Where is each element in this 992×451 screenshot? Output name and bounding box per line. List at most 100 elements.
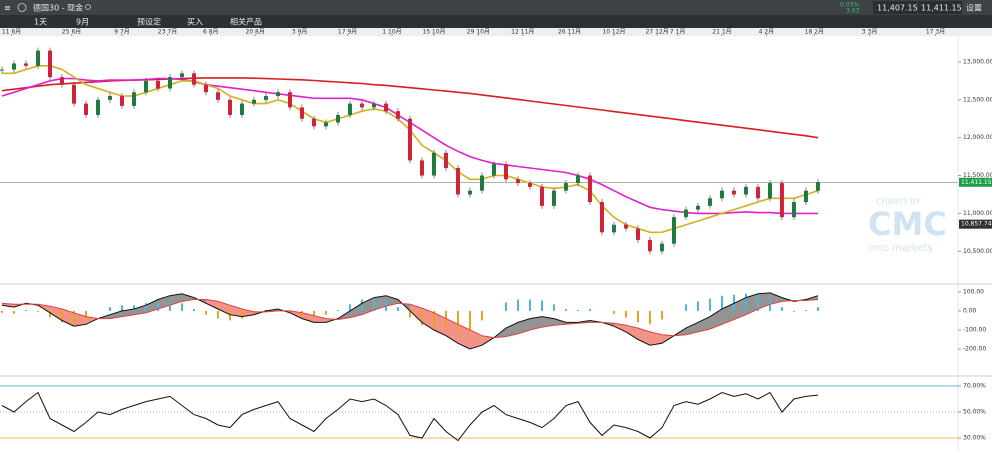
toolbar <box>0 15 992 28</box>
candle <box>71 84 76 104</box>
candle <box>179 73 184 78</box>
histogram-bar <box>132 305 135 311</box>
macd-fill <box>133 305 146 315</box>
toolbar-item[interactable]: 相关产品 <box>230 17 262 27</box>
candle <box>407 118 412 161</box>
candle <box>0 69 5 71</box>
histogram-bar <box>756 295 759 311</box>
candle <box>119 96 124 106</box>
info-icon[interactable] <box>17 3 27 12</box>
histogram-bar <box>564 309 567 311</box>
candle <box>539 186 544 206</box>
histogram-bar <box>468 310 471 330</box>
macd-fill <box>205 299 218 310</box>
buy-box[interactable] <box>918 1 962 14</box>
candle <box>779 183 784 218</box>
candle <box>683 209 688 218</box>
y-tick-label: 100.00 <box>963 288 984 295</box>
candle <box>59 77 64 85</box>
sell-box[interactable] <box>873 1 917 14</box>
candle <box>131 92 136 106</box>
candle <box>455 167 460 195</box>
candle <box>11 63 16 70</box>
candle <box>107 96 112 100</box>
toolbar-item[interactable]: 预设定 <box>137 17 161 27</box>
candle <box>155 80 160 89</box>
macd-fill <box>433 312 446 336</box>
histogram-bar <box>744 293 747 311</box>
candle <box>191 73 196 85</box>
candle <box>311 118 316 127</box>
histogram-bar <box>48 310 51 318</box>
settings[interactable]: 设置 <box>966 3 982 13</box>
candle <box>755 186 760 199</box>
histogram-bar <box>12 310 15 314</box>
histogram-bar <box>108 307 111 311</box>
candle <box>467 190 472 195</box>
instrument-title: 德国30 - 现金 <box>33 3 83 13</box>
x-tick-label: 9 7月 <box>114 29 130 36</box>
histogram-bar <box>72 310 75 325</box>
candle <box>563 183 568 191</box>
y-tick-label: 12,000.00 <box>963 134 992 141</box>
y-tick-label: 0.00 <box>963 307 977 314</box>
candle <box>599 202 604 233</box>
x-tick-label: 17 9月 <box>338 29 357 36</box>
macd-fill <box>685 322 698 335</box>
histogram-bar <box>168 301 171 311</box>
candle <box>347 103 352 115</box>
change-pct: 0.03% <box>840 2 859 9</box>
signal-line <box>1 299 819 339</box>
candle <box>215 92 220 100</box>
search-icon[interactable] <box>85 4 91 10</box>
change: 3.93 <box>846 8 860 15</box>
histogram-bar <box>432 310 435 329</box>
sell-price[interactable]: 11,407.15 <box>877 4 918 13</box>
candle <box>335 114 340 123</box>
x-tick-label: 21 1月 <box>712 29 731 36</box>
histogram-bar <box>576 309 579 311</box>
toolbar-item[interactable]: 9月 <box>76 18 89 27</box>
candle <box>731 190 736 195</box>
macd-fill <box>745 293 758 315</box>
watermark: CHARTS BY <box>876 198 921 207</box>
menu-icon[interactable]: ≡ <box>4 4 11 13</box>
candle <box>647 239 652 252</box>
candle <box>203 84 208 93</box>
histogram-bar <box>156 301 159 311</box>
histogram-bar <box>1 310 4 313</box>
candle <box>83 103 88 115</box>
candle <box>431 152 436 176</box>
candle <box>791 202 796 218</box>
x-tick-label: 27 12月 <box>646 29 669 36</box>
candle <box>251 99 256 104</box>
x-tick-label: 23 7月 <box>158 29 177 36</box>
candle <box>611 224 616 233</box>
macd-fill <box>625 325 638 340</box>
histogram-bar <box>60 310 63 323</box>
histogram-bar <box>396 307 399 311</box>
macd-fill <box>541 316 554 328</box>
x-tick-label: 3 9月 <box>292 29 308 36</box>
candle <box>95 99 100 115</box>
histogram-bar <box>84 310 87 319</box>
toolbar-item[interactable]: 1天 <box>34 18 47 27</box>
histogram-bar <box>120 305 123 311</box>
candle <box>695 205 700 210</box>
y-tick-label: 30.00% <box>963 434 986 441</box>
toolbar-item[interactable]: 买入 <box>187 18 203 27</box>
histogram-bar <box>480 310 483 321</box>
histogram-bar <box>696 301 699 311</box>
x-tick-label: 6 8月 <box>203 29 219 36</box>
y-tick-label: 13,000.00 <box>963 58 992 65</box>
candle <box>419 160 424 176</box>
macd-fill <box>169 293 182 306</box>
histogram-bar <box>336 309 339 311</box>
histogram-bar <box>408 310 411 318</box>
x-tick-label: 12 11月 <box>511 29 534 36</box>
histogram-bar <box>348 304 351 311</box>
y-tick-label: 11,500.00 <box>963 172 992 179</box>
candle <box>35 50 40 66</box>
buy-price[interactable]: 11,411.15 <box>921 4 962 13</box>
